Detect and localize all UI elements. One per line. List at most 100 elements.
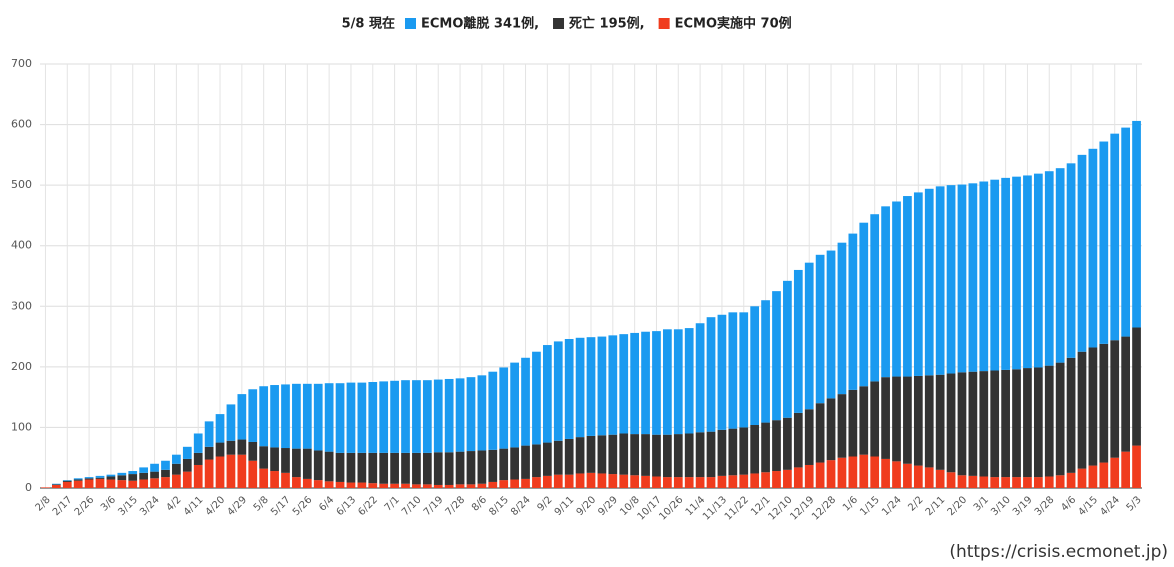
bar-segment <box>597 435 607 474</box>
bar-segment <box>608 434 618 475</box>
x-tick-label: 4/2 <box>164 494 183 513</box>
bar-segment <box>608 335 618 435</box>
bar-segment <box>957 475 967 488</box>
bar-segment <box>553 440 563 475</box>
bar-segment <box>84 478 94 480</box>
bar-segment <box>488 481 498 488</box>
bar-segment <box>826 250 836 399</box>
x-tick-label: 11/13 <box>701 494 729 522</box>
bar-segment <box>117 475 127 481</box>
bar-segment <box>542 475 552 488</box>
bar-segment <box>870 381 880 457</box>
bar-segment <box>193 452 203 465</box>
bar-segment <box>881 458 890 488</box>
bar-segment <box>881 206 890 378</box>
bar-segment <box>172 474 181 488</box>
bar-segment <box>695 477 705 488</box>
bar-segment <box>499 480 509 488</box>
bar-segment <box>1121 451 1130 488</box>
bar-segment <box>161 469 170 478</box>
bar-segment <box>477 375 487 451</box>
bar-segment <box>979 181 989 372</box>
bar-segment <box>870 214 880 382</box>
bar-segment <box>379 452 389 484</box>
bar-segment <box>750 306 760 426</box>
x-tick-label: 5/3 <box>1125 494 1144 513</box>
bar-segment <box>935 374 945 470</box>
bar-segment <box>750 425 760 474</box>
bar-segment <box>510 362 519 448</box>
x-tick-label: 2/11 <box>924 494 948 518</box>
bar-segment <box>128 480 138 488</box>
bar-segment <box>1121 336 1130 452</box>
bar-segment <box>1132 327 1141 446</box>
x-tick-label: 9/29 <box>596 494 620 518</box>
bar-segment <box>717 429 727 476</box>
bar-segment <box>84 477 94 479</box>
bar-segment <box>706 477 716 488</box>
bar-segment <box>248 460 258 488</box>
bar-segment <box>128 474 138 481</box>
bar-segment <box>1099 343 1109 463</box>
y-tick-label: 100 <box>11 420 32 433</box>
bar-segment <box>728 312 738 429</box>
bar-segment <box>1088 465 1098 488</box>
bar-segment <box>783 469 792 488</box>
bar-segment <box>1066 163 1076 358</box>
bar-segment <box>1055 362 1065 476</box>
bar-segment <box>848 456 858 488</box>
y-tick-label: 400 <box>11 239 32 252</box>
bar-segment <box>652 476 661 488</box>
bar-segment <box>106 476 116 480</box>
bar-segment <box>324 481 334 488</box>
bar-segment <box>892 201 901 377</box>
bar-segment <box>728 428 738 476</box>
bar-segment <box>619 433 629 475</box>
x-tick-label: 4/6 <box>1059 494 1078 513</box>
bar-segment <box>215 442 225 457</box>
legend-swatch <box>658 18 670 29</box>
bar-segment <box>793 412 803 468</box>
bar-segment <box>684 433 694 478</box>
bar-segment <box>848 389 858 457</box>
bar-segment <box>608 474 618 488</box>
bar-segment <box>695 432 705 478</box>
x-tick-label: 2/8 <box>34 494 53 513</box>
bar-segment <box>444 378 454 453</box>
x-tick-label: 3/10 <box>989 494 1013 518</box>
bar-segment <box>510 447 519 480</box>
bar-segment <box>193 464 203 488</box>
bar-segment <box>641 331 650 435</box>
bar-segment <box>1012 477 1021 488</box>
legend-swatch <box>553 18 565 29</box>
bar-segment <box>990 179 1000 371</box>
bar-segment <box>510 479 519 488</box>
bar-segment <box>1033 477 1043 488</box>
bar-segment <box>597 336 607 436</box>
bar-segment <box>499 367 509 449</box>
x-tick-label: 5/8 <box>252 494 271 513</box>
bar-segment <box>673 477 683 488</box>
bar-segment <box>553 474 563 488</box>
bar-segment <box>379 381 389 453</box>
x-tick-label: 6/4 <box>317 494 336 513</box>
bar-segment <box>281 472 290 488</box>
bar-segment <box>739 312 749 428</box>
x-tick-label: 7/1 <box>383 494 402 513</box>
bar-segment <box>150 478 159 488</box>
bar-segment <box>1132 120 1141 328</box>
bar-segment <box>826 460 836 488</box>
bar-segment <box>139 467 149 473</box>
bar-segment <box>270 385 279 448</box>
bar-segment <box>346 382 356 453</box>
bar-segment <box>215 414 225 443</box>
bar-segment <box>619 334 629 434</box>
bar-segment <box>1088 148 1098 348</box>
x-tick-label: 4/24 <box>1098 494 1122 518</box>
bar-segment <box>684 328 694 434</box>
y-tick-label: 500 <box>11 178 32 191</box>
bar-segment <box>652 331 661 435</box>
x-tick-label: 10/26 <box>657 494 685 522</box>
bar-segment <box>575 337 585 438</box>
bar-segment <box>564 338 574 439</box>
